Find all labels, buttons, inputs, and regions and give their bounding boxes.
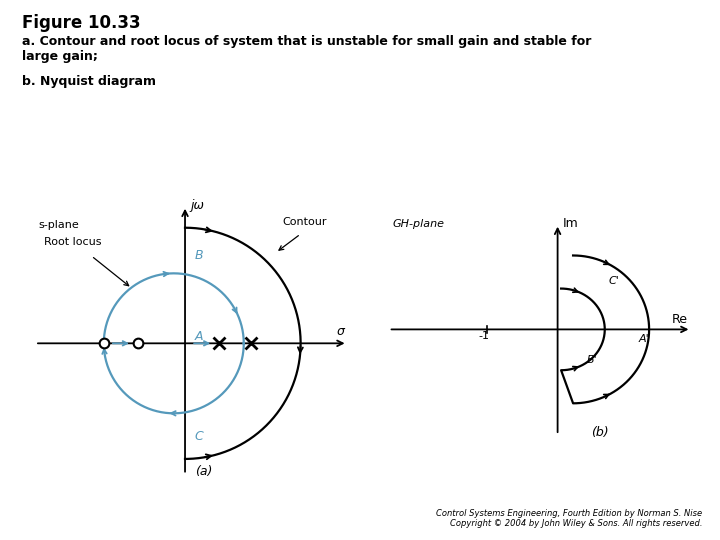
Text: Im: Im <box>562 217 578 231</box>
Text: Contour: Contour <box>282 217 326 227</box>
Text: Re: Re <box>672 313 688 326</box>
Text: a. Contour and root locus of system that is unstable for small gain and stable f: a. Contour and root locus of system that… <box>22 35 591 63</box>
Text: s-plane: s-plane <box>38 220 79 229</box>
Text: Root locus: Root locus <box>45 237 102 247</box>
Text: GH-plane: GH-plane <box>392 219 444 230</box>
Text: C: C <box>194 430 203 443</box>
Text: jω: jω <box>191 199 204 212</box>
Text: b. Nyquist diagram: b. Nyquist diagram <box>22 75 156 87</box>
Text: σ: σ <box>336 325 344 338</box>
Text: Figure 10.33: Figure 10.33 <box>22 14 140 31</box>
Text: (b): (b) <box>591 427 608 440</box>
Text: A': A' <box>639 334 649 344</box>
Text: C': C' <box>608 275 619 286</box>
Text: B: B <box>194 249 203 262</box>
Text: B': B' <box>588 355 598 365</box>
Text: A: A <box>194 329 203 342</box>
Text: Control Systems Engineering, Fourth Edition by Norman S. Nise
Copyright © 2004 b: Control Systems Engineering, Fourth Edit… <box>436 509 702 528</box>
Text: -1: -1 <box>478 330 489 341</box>
Text: (a): (a) <box>195 464 212 477</box>
